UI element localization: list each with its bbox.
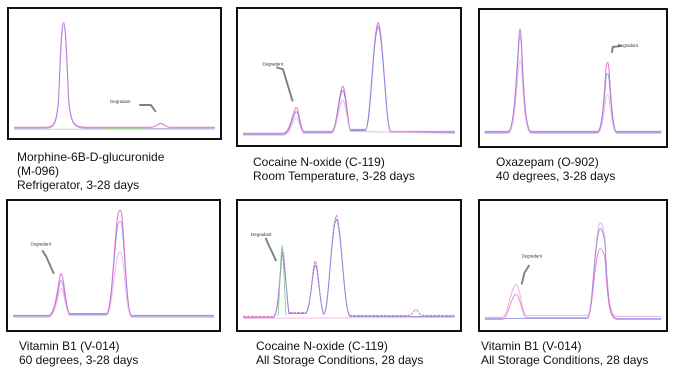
chromatogram-panel-vitaminb1-60: Degradant [6,199,221,332]
trace-alt [485,36,662,133]
caption-cocaine-rt: Cocaine N-oxide (C-119) Room Temperature… [253,155,415,183]
trace-soft [243,100,455,135]
chromatogram-plot: Degradant [238,9,460,145]
degradant-pointer [266,238,277,261]
trace-soft [485,249,662,320]
degradant-label: Degradant [251,232,272,237]
caption-line: (M-096) [17,164,164,178]
chromatogram-plot: Degradant [8,201,219,330]
caption-line: 40 degrees, 3-28 days [496,169,615,183]
chromatogram-plot: Degradant [9,9,220,138]
trace-alt [14,25,215,128]
chromatogram-plot: Degradant [480,10,666,146]
chromatogram-panel-cocaine-all: Degradant [236,199,462,332]
trace-alt [243,26,455,134]
chromatogram-plot: Degradant [238,201,460,330]
caption-line: Room Temperature, 3-28 days [253,169,415,183]
trace-soft [243,317,454,318]
caption-morphine: Morphine-6B-D-glucuronide (M-096) Refrig… [17,150,164,192]
caption-line: Oxazepam (O-902) [496,155,615,169]
degradant-label: Degradant [263,61,284,66]
degradant-label: Degradant [618,43,639,48]
caption-cocaine-all: Cocaine N-oxide (C-119) All Storage Cond… [256,339,423,367]
degradant-pointer [522,265,530,284]
degradant-label: Degradant [110,99,131,104]
degradant-pointer [276,67,293,101]
caption-line: Cocaine N-oxide (C-119) [256,339,423,353]
degradant-pointer [42,250,54,273]
chromatogram-panel-cocaine-rt: Degradant [236,7,462,147]
caption-vitaminb1-60: Vitamin B1 (V-014) 60 degrees, 3-28 days [19,339,138,367]
caption-line: 60 degrees, 3-28 days [19,353,138,367]
caption-line: Vitamin B1 (V-014) [481,339,648,353]
caption-oxazepam: Oxazepam (O-902) 40 degrees, 3-28 days [496,155,615,183]
trace-soft [485,60,662,134]
trace-main [243,23,455,134]
degradant-pointer [139,105,155,112]
trace-main [14,23,215,128]
trace-alt [13,221,214,316]
trace-main [243,216,454,317]
chromatogram-panel-oxazepam: Degradant [478,8,668,148]
chromatogram-panel-morphine: Degradant [7,7,222,140]
chromatogram-plot: Degradant [480,201,666,330]
trace-alt [485,229,662,319]
chromatogram-panel-vitaminb1-all: Degradant [478,199,668,332]
degradant-label: Degradant [31,242,52,247]
caption-line: Refrigerator, 3-28 days [17,178,164,192]
caption-line: All Storage Conditions, 28 days [481,353,648,367]
caption-line: Morphine-6B-D-glucuronide [17,150,164,164]
trace-main [13,210,214,315]
caption-line: All Storage Conditions, 28 days [256,353,423,367]
caption-vitaminb1-all: Vitamin B1 (V-014) All Storage Condition… [481,339,648,367]
trace-alt [243,219,454,317]
caption-line: Cocaine N-oxide (C-119) [253,155,415,169]
caption-line: Vitamin B1 (V-014) [19,339,138,353]
degradant-label: Degradant [522,253,543,258]
